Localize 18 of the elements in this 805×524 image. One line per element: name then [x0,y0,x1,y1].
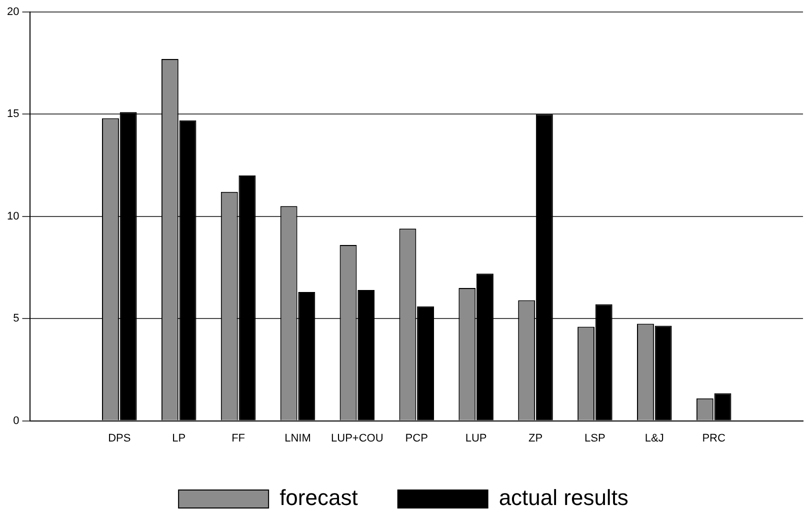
legend-label: forecast [280,485,358,510]
x-tick-label: L&J [644,432,664,444]
y-tick-label: 20 [6,6,20,18]
x-tick-label: LUP+COU [331,432,384,444]
x-tick-label: LNIM [284,432,311,444]
y-tick-label: 0 [13,414,20,427]
y-tick-label: 5 [13,312,20,325]
x-tick-label: LUP [465,432,487,444]
x-tick-label: LSP [584,432,606,444]
x-tick-label: PRC [702,432,726,444]
y-tick-label: 10 [6,210,20,222]
y-tick-label: 15 [6,108,20,120]
x-tick-label: DPS [108,432,131,444]
x-tick-label: FF [232,432,246,444]
x-tick-label: LP [172,432,186,444]
x-tick-label: ZP [528,432,543,444]
x-tick-label: PCP [405,432,428,444]
legend-label: actual results [498,485,628,510]
